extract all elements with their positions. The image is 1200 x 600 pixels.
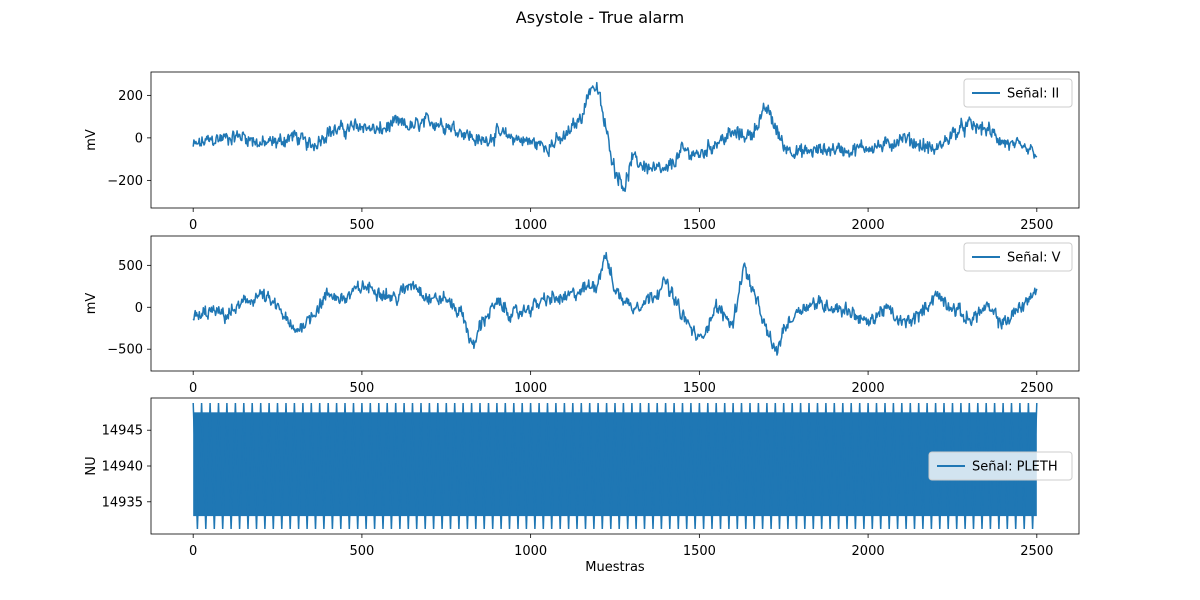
y-axis-label: NU [84, 456, 99, 475]
series-band-3 [193, 412, 1037, 517]
y-axis-label: mV [84, 293, 99, 315]
axes-frame-2 [150, 235, 1080, 372]
legend-label: Señal: PLETH [972, 460, 1058, 475]
x-axis-label: Muestras [585, 560, 645, 575]
x-tick-label: 2500 [1020, 218, 1053, 233]
series-line-2-1 [192, 251, 1038, 356]
y-tick-label: 14940 [102, 460, 143, 475]
legend-1: Señal: II [963, 78, 1073, 108]
y-tick-label: −200 [107, 174, 143, 189]
legend-2: Señal: V [963, 242, 1073, 272]
y-tick-label: 14935 [102, 495, 143, 510]
legend-box [963, 242, 1073, 272]
subplot-2: 0 500 1000 1500 2000 2500 −500 0 500 mV Señal: V [84, 235, 1080, 396]
figure-title: Asystole - True alarm [515, 8, 685, 27]
plot-area-3 [192, 402, 1038, 530]
legend-label: Señal: II [1007, 87, 1059, 102]
plot-area-1 [192, 81, 1038, 193]
series-line-3-1 [192, 402, 1038, 530]
x-tick-label: 500 [349, 218, 374, 233]
x-tick-label: 0 [189, 544, 197, 559]
y-tick-label: 0 [135, 301, 143, 316]
plot-area-2 [192, 251, 1038, 356]
y-tick-label: 0 [135, 131, 143, 146]
x-tick-label: 2000 [852, 381, 885, 396]
x-tick-label: 1500 [683, 544, 716, 559]
legend-3: Señal: PLETH [928, 451, 1073, 481]
legend-box [963, 78, 1073, 108]
y-tick-label: 14945 [102, 424, 143, 439]
x-tick-label: 0 [189, 381, 197, 396]
legend-box [928, 451, 1073, 481]
x-tick-label: 0 [189, 218, 197, 233]
x-tick-label: 1500 [683, 218, 716, 233]
x-tick-label: 2500 [1020, 544, 1053, 559]
x-tick-label: 2500 [1020, 381, 1053, 396]
subplot-3: 0 500 1000 1500 2000 2500 14935 14940 14945 NU Señ… [84, 397, 1080, 559]
x-tick-label: 2000 [852, 218, 885, 233]
x-tick-label: 500 [349, 544, 374, 559]
legend-label: Señal: V [1007, 251, 1061, 266]
subplot-1: 0 500 1000 1500 2000 2500 −200 0 200 mV Señal: II [84, 71, 1080, 233]
y-tick-label: 200 [118, 89, 143, 104]
axes-frame-1 [150, 71, 1080, 209]
x-tick-label: 500 [349, 381, 374, 396]
series-line-1-1 [192, 81, 1038, 193]
x-tick-label: 1000 [514, 381, 547, 396]
x-tick-label: 1500 [683, 381, 716, 396]
y-tick-label: −500 [107, 343, 143, 358]
x-tick-label: 1000 [514, 218, 547, 233]
y-tick-label: 500 [118, 259, 143, 274]
x-tick-label: 1000 [514, 544, 547, 559]
y-axis-label: mV [84, 129, 99, 151]
x-tick-label: 2000 [852, 544, 885, 559]
